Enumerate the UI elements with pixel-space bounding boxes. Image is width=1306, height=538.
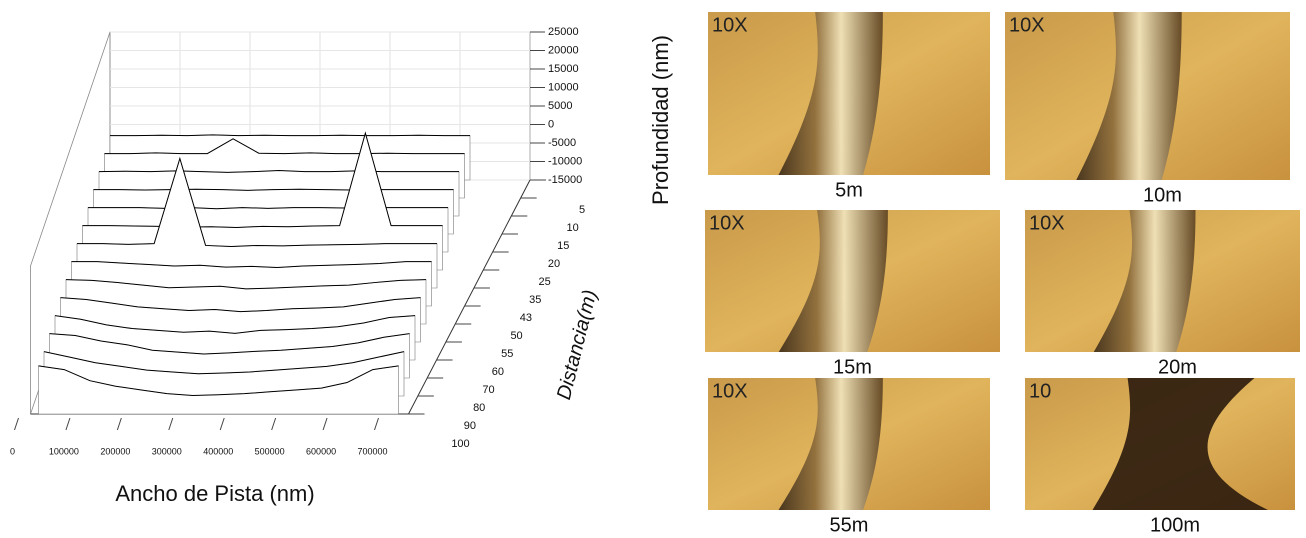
micrograph-caption: 20m bbox=[1158, 356, 1197, 378]
x-tick bbox=[117, 418, 121, 430]
figure: -15000-10000-500005000100001500020000250… bbox=[0, 0, 1306, 538]
x-tick-label: 100000 bbox=[49, 446, 79, 456]
z-tick-label: 90 bbox=[464, 420, 476, 432]
y-tick-label: 5000 bbox=[548, 100, 572, 112]
z-tick-label: 5 bbox=[579, 204, 585, 216]
waterfall-chart: -15000-10000-500005000100001500020000250… bbox=[10, 26, 585, 456]
x-tick-label: 300000 bbox=[152, 446, 182, 456]
z-tick-label: 50 bbox=[510, 330, 522, 342]
z-tick-label: 15 bbox=[557, 240, 569, 252]
x-axis-title: Ancho de Pista (nm) bbox=[115, 481, 314, 506]
y-tick-label: 0 bbox=[548, 118, 554, 130]
micrograph-caption: 10m bbox=[1143, 184, 1182, 206]
magnification-label: 10 bbox=[1029, 380, 1051, 402]
micrograph-caption: 55m bbox=[830, 514, 869, 536]
z-tick-label: 35 bbox=[529, 294, 541, 306]
x-tick bbox=[220, 418, 224, 430]
z-tick-label: 70 bbox=[482, 384, 494, 396]
magnification-label: 10X bbox=[712, 14, 748, 36]
x-tick-label: 200000 bbox=[100, 446, 130, 456]
x-tick bbox=[323, 418, 327, 430]
x-tick-label: 500000 bbox=[255, 446, 285, 456]
micrograph-caption: 15m bbox=[833, 356, 872, 378]
z-tick-label: 10 bbox=[567, 222, 579, 234]
y-tick-label: 15000 bbox=[548, 63, 579, 75]
magnification-label: 10X bbox=[1009, 14, 1045, 36]
micrograph-caption: 100m bbox=[1150, 514, 1200, 536]
z-tick-label: 100 bbox=[451, 438, 469, 450]
x-tick bbox=[375, 418, 379, 430]
z-tick-label: 80 bbox=[473, 402, 485, 414]
y-tick-label: 25000 bbox=[548, 26, 579, 38]
y-tick-label: -10000 bbox=[548, 155, 582, 167]
z-tick-label: 25 bbox=[538, 276, 550, 288]
magnification-label: 10X bbox=[1029, 212, 1065, 234]
x-tick bbox=[169, 418, 173, 430]
z-tick-label: 20 bbox=[548, 258, 560, 270]
y-tick-label: -15000 bbox=[548, 174, 582, 186]
z-tick-label: 55 bbox=[501, 348, 513, 360]
y-tick-label: 10000 bbox=[548, 81, 579, 93]
magnification-label: 10X bbox=[709, 212, 745, 234]
z-tick-label: 60 bbox=[492, 366, 504, 378]
micrograph-caption: 5m bbox=[835, 179, 863, 201]
y-tick-label: -5000 bbox=[548, 137, 576, 149]
x-tick bbox=[272, 418, 276, 430]
x-tick bbox=[15, 418, 19, 430]
x-tick-label: 700000 bbox=[357, 446, 387, 456]
profile-line bbox=[110, 135, 470, 136]
magnification-label: 10X bbox=[712, 380, 748, 402]
y-tick-label: 20000 bbox=[548, 44, 579, 56]
x-tick bbox=[66, 418, 70, 430]
x-tick-label: 600000 bbox=[306, 446, 336, 456]
x-tick-label: 400000 bbox=[203, 446, 233, 456]
z-axis-title: Distancia(m) bbox=[553, 288, 602, 402]
micrographs: 10X 5m 10X 10m 10X 15m 10X 20m 10X 55m 10 100m bbox=[705, 12, 1300, 536]
x-tick-label: 0 bbox=[10, 446, 15, 456]
y-axis-title: Profundidad (nm) bbox=[648, 35, 673, 205]
z-tick-label: 43 bbox=[520, 312, 532, 324]
